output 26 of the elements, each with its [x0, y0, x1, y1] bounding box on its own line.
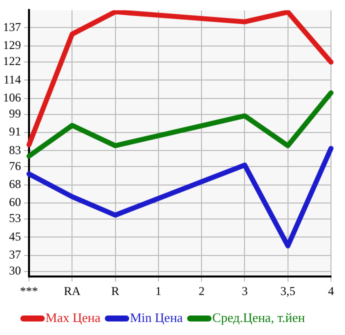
- y-tick-label: 129: [3, 38, 21, 52]
- x-tick-label: 4: [328, 284, 334, 298]
- x-tick-label: RA: [64, 284, 81, 298]
- y-tick-label: 106: [3, 90, 21, 104]
- y-tick-label: 30: [9, 264, 21, 278]
- x-tick-label: ***: [20, 284, 38, 298]
- y-tick-label: 68: [9, 176, 21, 191]
- y-tick-label: 114: [3, 72, 21, 86]
- y-tick-label: 60: [9, 195, 21, 210]
- x-tick-label: 3: [242, 284, 248, 298]
- x-tick-label: 3,5: [280, 284, 296, 298]
- legend-label: Max Цена: [46, 310, 101, 325]
- y-tick-label: 76: [9, 158, 21, 173]
- legend-label: Min Цена: [130, 310, 184, 325]
- y-tick-label: 37: [9, 248, 21, 262]
- x-tick-label: R: [111, 284, 120, 298]
- y-tick-label: 99: [9, 106, 21, 120]
- y-tick-label: 53: [9, 211, 21, 226]
- y-tick-label: 137: [3, 20, 21, 34]
- y-tick-label: 45: [9, 229, 21, 244]
- x-tick-label: 1: [155, 284, 162, 298]
- y-tick-label: 122: [3, 54, 21, 68]
- y-tick-label: 91: [9, 124, 21, 139]
- legend-label: Сред.Цена, т.йен: [212, 310, 306, 325]
- x-tick-label: 2: [198, 284, 205, 298]
- y-tick-label: 83: [9, 142, 21, 157]
